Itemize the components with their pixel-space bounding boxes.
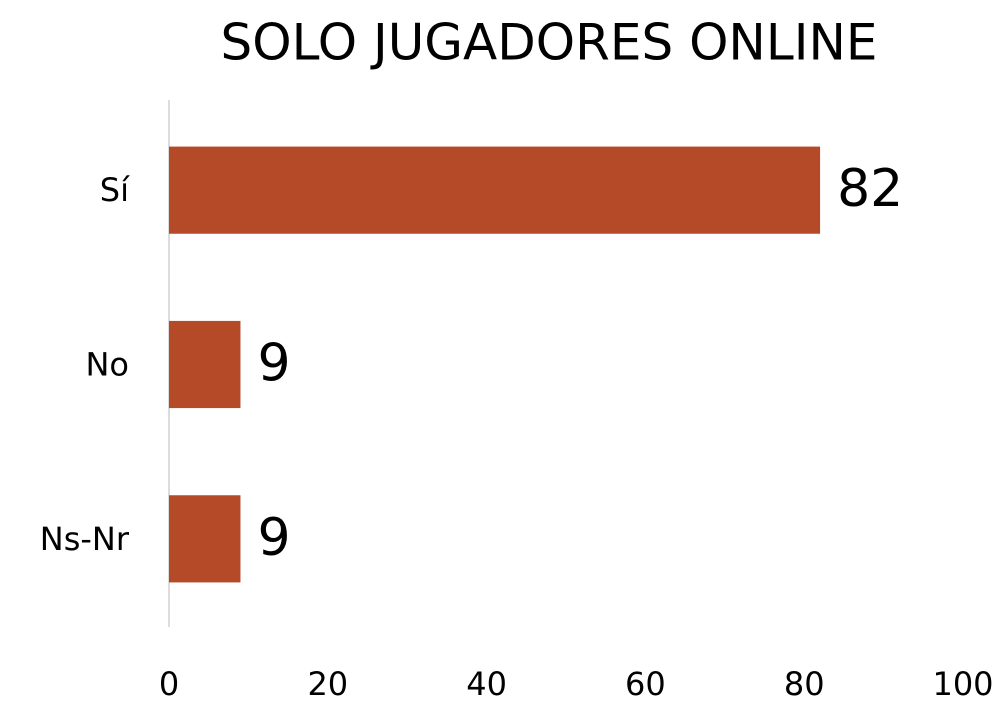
y-tick-label: Ns-Nr	[40, 520, 130, 558]
y-tick-label: Sí	[100, 171, 130, 209]
x-tick-label: 0	[159, 665, 179, 703]
x-tick-label: 20	[307, 665, 348, 703]
y-tick-label: No	[85, 346, 129, 384]
bar	[169, 146, 821, 234]
data-label: 9	[257, 334, 290, 394]
bar	[169, 495, 241, 583]
chart-title: SOLO JUGADORES ONLINE	[221, 14, 878, 72]
bar	[169, 320, 241, 409]
x-tick-label: 60	[625, 665, 666, 703]
data-label: 9	[257, 508, 290, 568]
x-tick-label: 80	[784, 665, 825, 703]
x-tick-label: 100	[932, 665, 993, 703]
data-label: 82	[837, 159, 903, 219]
x-tick-label: 40	[466, 665, 507, 703]
